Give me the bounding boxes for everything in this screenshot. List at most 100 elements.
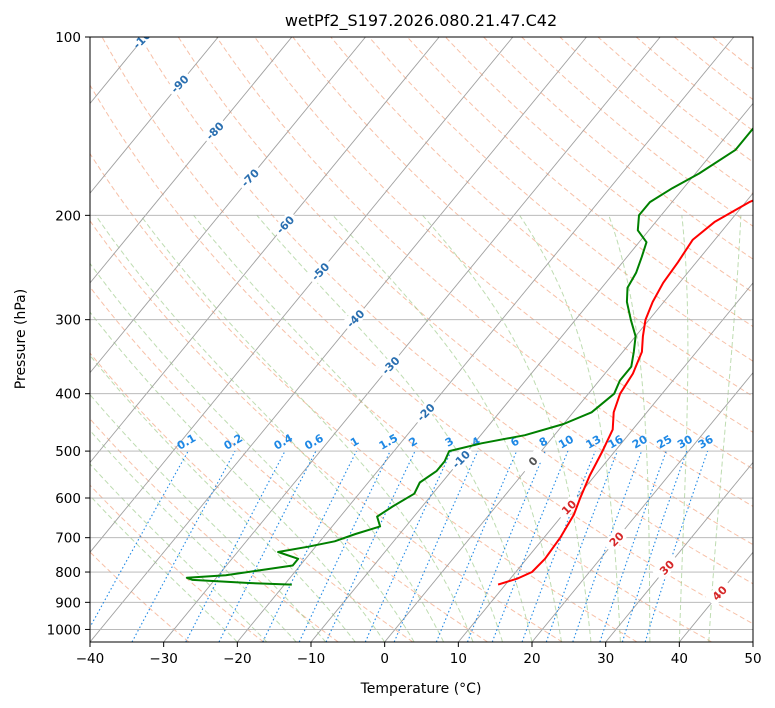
isotherm-label-background [271, 210, 299, 239]
x-tick-label: 20 [523, 651, 540, 667]
moist-adiabat-line [678, 215, 689, 642]
moist-adiabat-line [95, 215, 445, 642]
mixing-ratio-line [545, 450, 618, 642]
isotherm-line [90, 37, 366, 374]
isotherm-line [90, 37, 587, 642]
isotherm-line [310, 102, 753, 642]
moist-adiabat-line [708, 215, 742, 642]
isotherm-label-background [602, 524, 630, 553]
mixing-ratio-line [599, 450, 667, 642]
mixing-ratio-line [364, 450, 452, 642]
y-tick-label: 1000 [47, 622, 81, 638]
moist-adiabat-line [90, 311, 386, 642]
mixing-ratio-line [90, 450, 189, 629]
isotherm-label-background [446, 445, 475, 473]
mixing-ratio-line [491, 450, 569, 642]
mixing-ratio-line [131, 450, 236, 642]
dry-adiabat-line [90, 219, 563, 642]
y-tick-label: 600 [55, 491, 81, 507]
x-tick-label: 40 [671, 651, 688, 667]
isotherm-label-background [652, 553, 681, 581]
isotherm-label-background [705, 578, 733, 607]
x-tick-label: −10 [297, 651, 326, 667]
isotherm-label-background [130, 37, 158, 51]
moist-adiabat-line [193, 214, 503, 642]
isotherm-label-background [200, 116, 229, 145]
isotherm-label-background [518, 447, 547, 475]
plot-frame [89, 36, 754, 643]
dry-adiabat-line [90, 418, 339, 642]
y-tick-label: 200 [55, 208, 81, 224]
mixing-ratio-line [218, 450, 317, 642]
moist-adiabat-line [256, 214, 533, 642]
isotherm-label-background [554, 493, 583, 521]
isotherm-line [384, 192, 753, 642]
dry-adiabat-line [406, 37, 753, 328]
isotherm-line [236, 37, 735, 642]
moist-adiabat-line [332, 214, 562, 642]
y-axis: 100 200 300 400 500 600 700 800 900 1000 [47, 30, 90, 638]
dry-adiabat-line [90, 551, 190, 642]
x-tick-label: 50 [744, 651, 761, 667]
y-tick-label: 800 [55, 565, 81, 581]
dry-adiabat-line [445, 37, 753, 294]
isotherm-label-background [411, 398, 440, 426]
x-axis: −40 −30 −20 −10 0 10 20 30 40 50 [76, 642, 762, 667]
isotherm-label-background [341, 304, 369, 332]
y-tick-label: 300 [55, 313, 81, 329]
pressure-gridlines [90, 37, 753, 630]
mixing-ratio-line [262, 450, 357, 642]
y-tick-label: 400 [55, 387, 81, 403]
plot-area: 0.1 0.2 0.4 0.6 1 1.5 2 3 4 6 8 10 13 16 20 25 30 36-100-… [90, 37, 753, 642]
dry-adiabat-line [101, 37, 753, 625]
x-tick-label: −20 [223, 651, 252, 667]
x-tick-label: 10 [450, 651, 467, 667]
dry-adiabat-line [139, 37, 753, 585]
isotherm-label-background [376, 351, 405, 379]
mixing-ratio-line [644, 450, 709, 642]
moist-adiabat-line [90, 463, 268, 642]
isotherm-line [605, 461, 753, 642]
isotherm-label-background [165, 69, 194, 98]
moist-adiabat-line [608, 215, 651, 642]
isotherm-line [457, 282, 753, 642]
moist-adiabats [90, 214, 742, 642]
moist-adiabat-line [90, 354, 356, 642]
isotherm-line [163, 37, 661, 642]
mixing-ratio-line [572, 450, 643, 642]
dry-adiabat-line [90, 84, 712, 642]
moist-adiabat-line [519, 215, 621, 642]
temperature-profile-line [497, 199, 753, 586]
mixing-ratio-line [435, 450, 518, 642]
isotherm-line [90, 37, 440, 464]
moist-adiabat-line [422, 214, 592, 642]
moist-adiabat-line [140, 215, 474, 642]
mixing-ratio-line [393, 450, 479, 642]
x-tick-label: −30 [149, 651, 178, 667]
y-tick-label: 500 [55, 444, 81, 460]
y-tick-label: 700 [55, 531, 81, 547]
mixing-ratio-line [621, 450, 688, 642]
moist-adiabat-line [90, 262, 415, 642]
mixing-ratio-line [466, 450, 546, 642]
mixing-ratio-line [521, 450, 596, 642]
isotherm-line [90, 37, 514, 553]
mixing-ratio-lines [90, 450, 709, 642]
y-tick-label: 100 [55, 30, 81, 46]
isotherm-line [90, 37, 219, 194]
moist-adiabat-line [90, 429, 297, 642]
y-tick-label: 900 [55, 595, 81, 611]
dry-adiabat-line [330, 37, 753, 397]
x-axis-label: Temperature (°C) [360, 681, 482, 697]
dry-adiabat-line [90, 286, 488, 642]
dry-adiabat-line [292, 37, 753, 433]
isotherm-label-background [306, 257, 334, 285]
isotherm-label-background [235, 163, 264, 192]
x-tick-label: 30 [597, 651, 614, 667]
moist-adiabat-line [90, 393, 327, 642]
y-axis-label: Pressure (hPa) [13, 289, 29, 389]
profile-series [185, 127, 753, 586]
dry-adiabat-line [90, 152, 638, 642]
